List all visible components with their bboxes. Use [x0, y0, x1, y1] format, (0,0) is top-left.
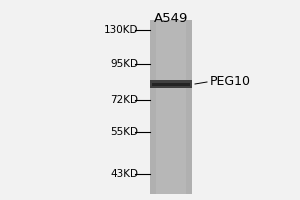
- Text: 95KD: 95KD: [110, 59, 138, 69]
- Text: PEG10: PEG10: [210, 75, 251, 88]
- Bar: [150, 20, 192, 194]
- Bar: [150, 80, 192, 88]
- Text: 72KD: 72KD: [110, 95, 138, 105]
- Bar: [156, 20, 186, 194]
- Text: 55KD: 55KD: [110, 127, 138, 137]
- Text: 43KD: 43KD: [110, 169, 138, 179]
- Text: A549: A549: [154, 12, 188, 25]
- Bar: [152, 83, 190, 86]
- Text: 130KD: 130KD: [103, 25, 138, 35]
